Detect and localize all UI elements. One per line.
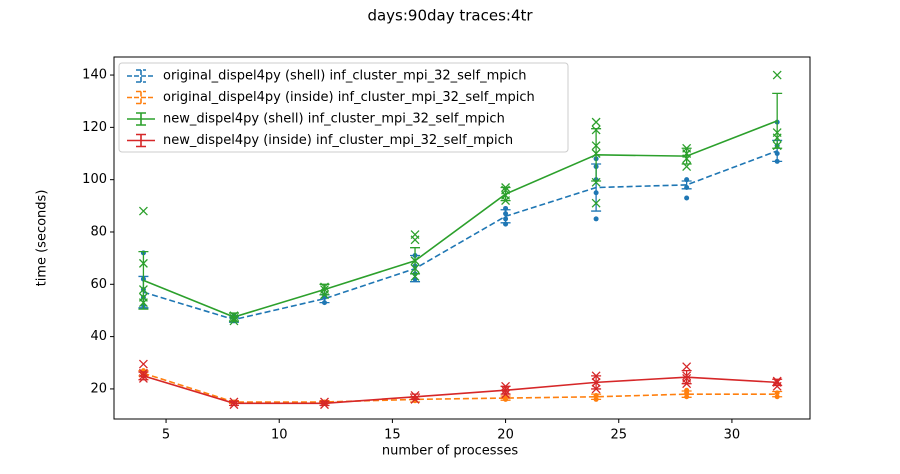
error-bar	[500, 395, 511, 401]
sample-point	[591, 177, 601, 187]
y-tick-label: 60	[90, 277, 107, 292]
sample-point	[593, 216, 599, 222]
sample-point	[138, 206, 148, 216]
legend-label: original_dispel4py (shell) inf_cluster_m…	[163, 69, 527, 84]
x-tick-label: 10	[271, 428, 288, 443]
series-line	[143, 372, 778, 403]
legend-label: original_dispel4py (inside) inf_cluster_…	[163, 90, 535, 105]
error-bar	[591, 375, 602, 390]
y-tick-label: 140	[82, 68, 107, 83]
legend-label: new_dispel4py (inside) inf_cluster_mpi_3…	[163, 133, 513, 148]
x-tick-label: 20	[497, 428, 514, 443]
error-bar	[591, 128, 602, 182]
series-line	[143, 375, 778, 405]
legend-swatch	[127, 90, 155, 105]
error-bar	[500, 186, 511, 202]
chart-title: days:90day traces:4tr	[367, 7, 533, 25]
error-bar	[138, 371, 149, 381]
y-tick-label: 100	[82, 172, 107, 187]
x-axis-label: number of processes	[382, 444, 518, 459]
sample-point	[682, 362, 692, 372]
sample-point	[591, 117, 601, 127]
error-bar	[772, 92, 783, 149]
y-tick-label: 80	[90, 224, 107, 239]
x-tick-label: 5	[162, 428, 170, 443]
error-bar	[500, 385, 511, 395]
series-line	[143, 150, 778, 321]
error-bar	[681, 180, 692, 190]
legend-label: new_dispel4py (shell) inf_cluster_mpi_32…	[163, 112, 505, 127]
sample-point	[591, 198, 601, 208]
error-bar	[681, 369, 692, 385]
sample-point	[772, 70, 782, 80]
y-tick-label: 120	[82, 120, 107, 135]
error-bar	[591, 393, 602, 401]
x-tick-label: 15	[384, 428, 401, 443]
sample-point	[684, 195, 690, 201]
legend-swatch	[127, 133, 155, 148]
y-tick-label: 20	[90, 381, 107, 396]
error-bar	[681, 390, 692, 398]
error-bar	[138, 250, 149, 310]
y-tick-label: 40	[90, 329, 107, 344]
series-line	[143, 120, 778, 318]
error-bar	[772, 378, 783, 387]
x-tick-label: 30	[724, 428, 741, 443]
x-tick-label: 25	[610, 428, 627, 443]
error-bar	[319, 400, 330, 407]
legend-box	[118, 62, 569, 153]
legend: original_dispel4py (shell) inf_cluster_m…	[118, 62, 569, 153]
error-bar	[228, 400, 239, 407]
error-bar	[500, 209, 511, 224]
y-axis-label: time (seconds)	[35, 190, 50, 287]
plot-frame	[113, 56, 811, 420]
error-bar	[228, 312, 239, 322]
legend-swatch	[127, 112, 155, 126]
error-bar	[772, 390, 783, 398]
legend-swatch	[127, 69, 155, 83]
sample-point	[410, 230, 420, 240]
error-bar	[410, 247, 421, 275]
sample-point	[138, 359, 148, 369]
error-bar	[319, 283, 330, 296]
error-bar	[410, 393, 421, 401]
error-bar	[681, 147, 692, 165]
